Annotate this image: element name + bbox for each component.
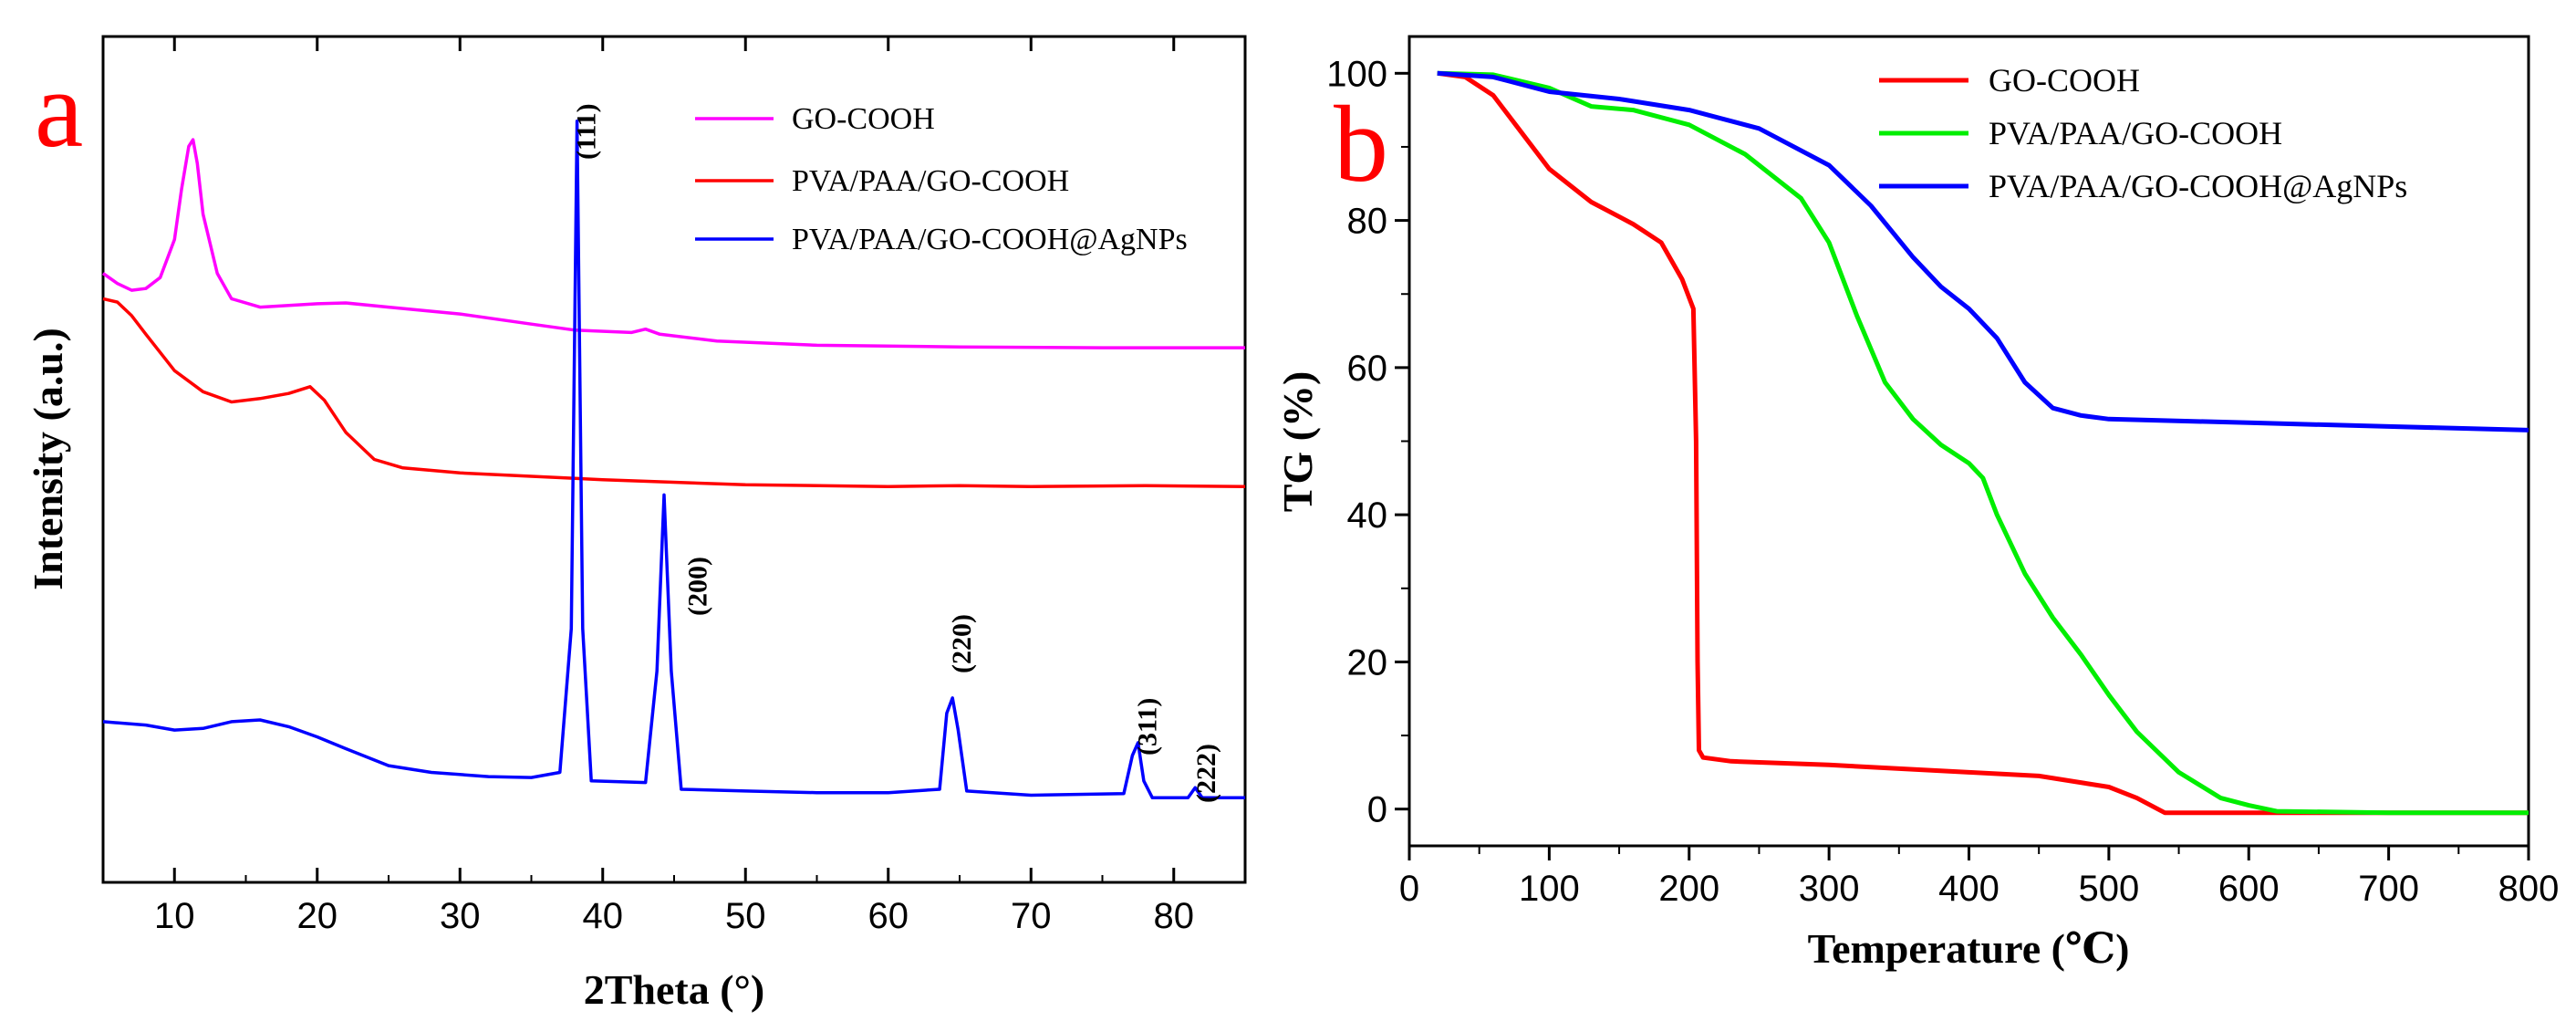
panel-b-x-tick-label: 600 — [2218, 869, 2280, 909]
panel-b-y-tick-label: 100 — [1326, 54, 1387, 94]
panel-b-y-axis-title: TG (%) — [1274, 371, 1321, 513]
panel-a-legend-label: PVA/PAA/GO-COOH — [792, 164, 1069, 198]
panel-b-series-group — [1437, 70, 2529, 816]
panel-a-xrd-chart: 10 20 30 40 50 60 70 80 (111) (200) (220) (311) (22… — [25, 35, 1247, 1013]
panel-a-series-pva-paa-go-cooh-agnps — [102, 119, 1245, 800]
panel-a-x-tick-label: 50 — [725, 896, 766, 936]
panel-b-x-axis-title: Temperature (℃) — [1808, 925, 2130, 972]
panel-b-y-tick-label: 40 — [1347, 495, 1388, 536]
panel-a-x-tick-label: 10 — [154, 896, 195, 936]
panel-a-x-tick-label: 80 — [1154, 896, 1195, 936]
panel-b-x-axis-ticks: 0 100 200 300 400 500 600 700 800 — [1399, 846, 2560, 909]
panel-a-x-tick-label: 60 — [868, 896, 909, 936]
panel-a-peak-label: (222) — [1191, 744, 1221, 803]
panel-b-letter: b — [1334, 83, 1388, 204]
panel-a-y-axis-title: Intensity (a.u.) — [25, 328, 71, 590]
panel-a-x-tick-label: 20 — [297, 896, 338, 936]
panel-b-x-tick-label: 800 — [2498, 869, 2560, 909]
panel-a-series-pva-paa-go-cooh — [102, 297, 1246, 488]
panel-a-legend-label: GO-COOH — [792, 102, 935, 136]
panel-b-y-tick-label: 80 — [1347, 202, 1388, 242]
panel-b-legend-label: GO-COOH — [1989, 62, 2140, 99]
panel-a-peak-label: (200) — [683, 557, 713, 616]
panel-a-x-axis-title: 2Theta (°) — [584, 966, 765, 1013]
panel-b-plot-frame — [1407, 35, 2530, 848]
panel-b-tg-chart: 0 100 200 300 400 500 600 700 800 0 20 40 60 80 100 T… — [1274, 35, 2560, 972]
panel-a-peak-label: (220) — [947, 614, 977, 673]
panel-a-x-axis-ticks: 10 20 30 40 50 60 70 80 — [102, 36, 1246, 936]
panel-a-series-group — [101, 119, 1246, 800]
panel-a-peak-label: (311) — [1133, 698, 1163, 756]
panel-a-peak-labels: (111) (200) (220) (311) (222) — [572, 103, 1221, 803]
panel-b-series-pva-paa-go-cooh — [1437, 70, 2529, 816]
panel-b-x-tick-label: 500 — [2079, 869, 2140, 909]
panel-b-x-tick-label: 700 — [2358, 869, 2419, 909]
panel-a-x-tick-label: 30 — [440, 896, 481, 936]
panel-b-y-tick-label: 60 — [1347, 349, 1388, 389]
panel-a-legend-label: PVA/PAA/GO-COOH@AgNPs — [792, 223, 1188, 256]
panel-b-y-tick-label: 0 — [1367, 790, 1387, 830]
panel-a-legend: GO-COOH PVA/PAA/GO-COOH PVA/PAA/GO-COOH@Ag… — [695, 102, 1188, 256]
panel-b-legend-label: PVA/PAA/GO-COOH@AgNPs — [1989, 168, 2407, 204]
panel-b-x-tick-label: 100 — [1519, 869, 1580, 909]
panel-a-plot-frame — [101, 35, 1247, 884]
panel-b-x-tick-label: 200 — [1658, 869, 1719, 909]
panel-a-x-tick-label: 40 — [583, 896, 624, 936]
panel-a-series-go-cooh — [101, 138, 1245, 349]
panel-b-x-tick-label: 400 — [1938, 869, 2000, 909]
panel-b-y-tick-label: 20 — [1347, 642, 1388, 683]
panel-a-letter: a — [35, 48, 83, 170]
panel-b-x-tick-label: 300 — [1799, 869, 1860, 909]
panel-b-x-tick-label: 0 — [1399, 869, 1419, 909]
panel-b-series-go-cooh — [1437, 70, 2529, 816]
panel-a-x-tick-label: 70 — [1011, 896, 1052, 936]
panel-b-legend: GO-COOH PVA/PAA/GO-COOH PVA/PAA/GO-COOH@Ag… — [1879, 62, 2407, 204]
panel-b-series-pva-paa-go-cooh-agnps — [1437, 70, 2529, 433]
panel-a-peak-label: (111) — [572, 103, 602, 160]
panel-b-y-axis-ticks: 0 20 40 60 80 100 — [1326, 54, 1409, 830]
panel-b-legend-label: PVA/PAA/GO-COOH — [1989, 115, 2282, 151]
